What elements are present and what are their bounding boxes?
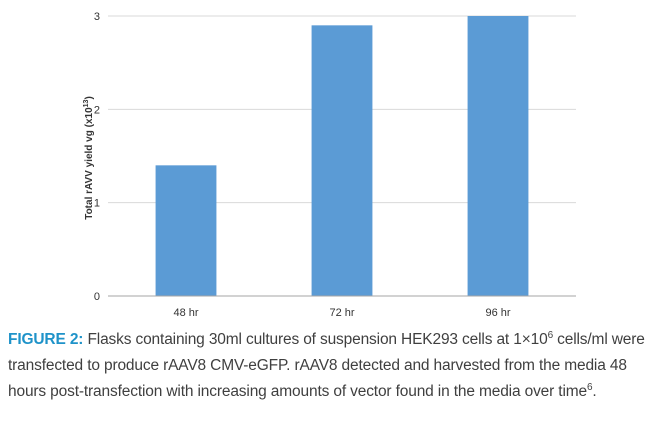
bar-chart: 0 1 2 3 48 hr 72 hr 96 hr Total rAVV yield vg… (83, 11, 576, 319)
y-tick-label: 0 (94, 291, 100, 303)
bar-72-hr (311, 25, 373, 296)
y-tick-label: 1 (94, 198, 100, 210)
caption-superscript-1: 6 (547, 329, 554, 341)
bars (155, 16, 529, 296)
x-tick-label: 48 hr (173, 307, 198, 319)
x-tick-labels: 48 hr 72 hr 96 hr (173, 307, 510, 319)
x-tick-label: 96 hr (485, 307, 510, 319)
bar-48-hr (155, 165, 217, 296)
y-tick-labels: 0 1 2 3 (94, 11, 100, 303)
y-tick-label: 3 (94, 11, 100, 23)
caption-text-1: Flasks containing 30ml cultures of suspe… (83, 331, 548, 348)
caption-text-3: . (592, 383, 597, 400)
bar-96-hr (467, 16, 529, 296)
caption-text-2: cells/ml were transfected to produce rAA… (8, 331, 645, 400)
caption-superscript-2: 6 (586, 381, 593, 393)
figure-caption: FIGURE 2: Flasks containing 30ml culture… (8, 327, 648, 405)
y-tick-label: 2 (94, 104, 100, 116)
figure-label: FIGURE 2: (8, 331, 84, 348)
x-tick-label: 72 hr (329, 307, 354, 319)
y-axis-label: Total rAVV yield vg (x1013) (83, 96, 95, 220)
